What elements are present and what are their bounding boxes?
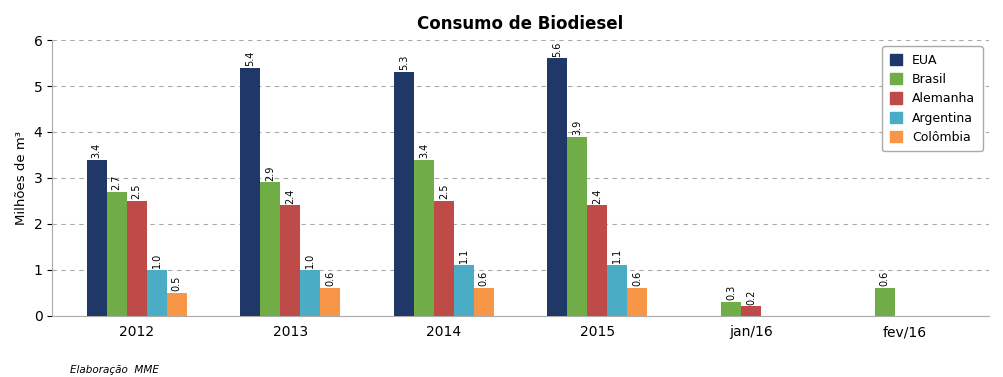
Legend: EUA, Brasil, Alemanha, Argentina, Colômbia: EUA, Brasil, Alemanha, Argentina, Colômb… [882, 46, 982, 151]
Bar [607, 265, 627, 316]
Y-axis label: Milhões de m³: Milhões de m³ [15, 131, 28, 225]
Bar [280, 205, 300, 316]
Text: 5.6: 5.6 [552, 41, 562, 57]
Text: 0.2: 0.2 [745, 289, 755, 305]
Text: 3.4: 3.4 [91, 143, 101, 158]
Bar [166, 293, 187, 316]
Text: 2.5: 2.5 [131, 184, 141, 199]
Text: 2.5: 2.5 [438, 184, 448, 199]
Bar [740, 307, 760, 316]
Text: 0.3: 0.3 [725, 285, 735, 300]
Bar [393, 72, 413, 316]
Bar [320, 288, 340, 316]
Bar [240, 67, 260, 316]
Bar [106, 192, 126, 316]
Text: 1.1: 1.1 [458, 248, 468, 263]
Text: 0.6: 0.6 [879, 271, 889, 286]
Bar [547, 58, 567, 316]
Text: 2.4: 2.4 [285, 188, 295, 204]
Text: 0.6: 0.6 [325, 271, 335, 286]
Text: 5.4: 5.4 [245, 51, 255, 66]
Text: 2.4: 2.4 [592, 188, 602, 204]
Text: 3.9: 3.9 [572, 120, 582, 135]
Title: Consumo de Biodiesel: Consumo de Biodiesel [417, 15, 623, 33]
Bar [874, 288, 894, 316]
Bar [126, 201, 146, 316]
Text: 2.9: 2.9 [265, 165, 275, 181]
Bar [473, 288, 493, 316]
Bar [433, 201, 453, 316]
Text: 1.0: 1.0 [151, 253, 161, 268]
Bar [587, 205, 607, 316]
Bar [413, 159, 433, 316]
Bar [627, 288, 647, 316]
Text: 1.0: 1.0 [305, 253, 315, 268]
Text: 5.3: 5.3 [398, 55, 408, 70]
Text: 1.1: 1.1 [612, 248, 622, 263]
Text: 0.5: 0.5 [172, 276, 182, 291]
Text: Elaboração  MME: Elaboração MME [70, 365, 159, 375]
Text: 0.6: 0.6 [478, 271, 488, 286]
Bar [720, 302, 740, 316]
Bar [300, 270, 320, 316]
Bar [86, 159, 106, 316]
Bar [146, 270, 166, 316]
Text: 0.6: 0.6 [632, 271, 642, 286]
Text: 2.7: 2.7 [111, 174, 121, 190]
Text: 3.4: 3.4 [418, 143, 428, 158]
Bar [567, 136, 587, 316]
Bar [260, 182, 280, 316]
Bar [453, 265, 473, 316]
